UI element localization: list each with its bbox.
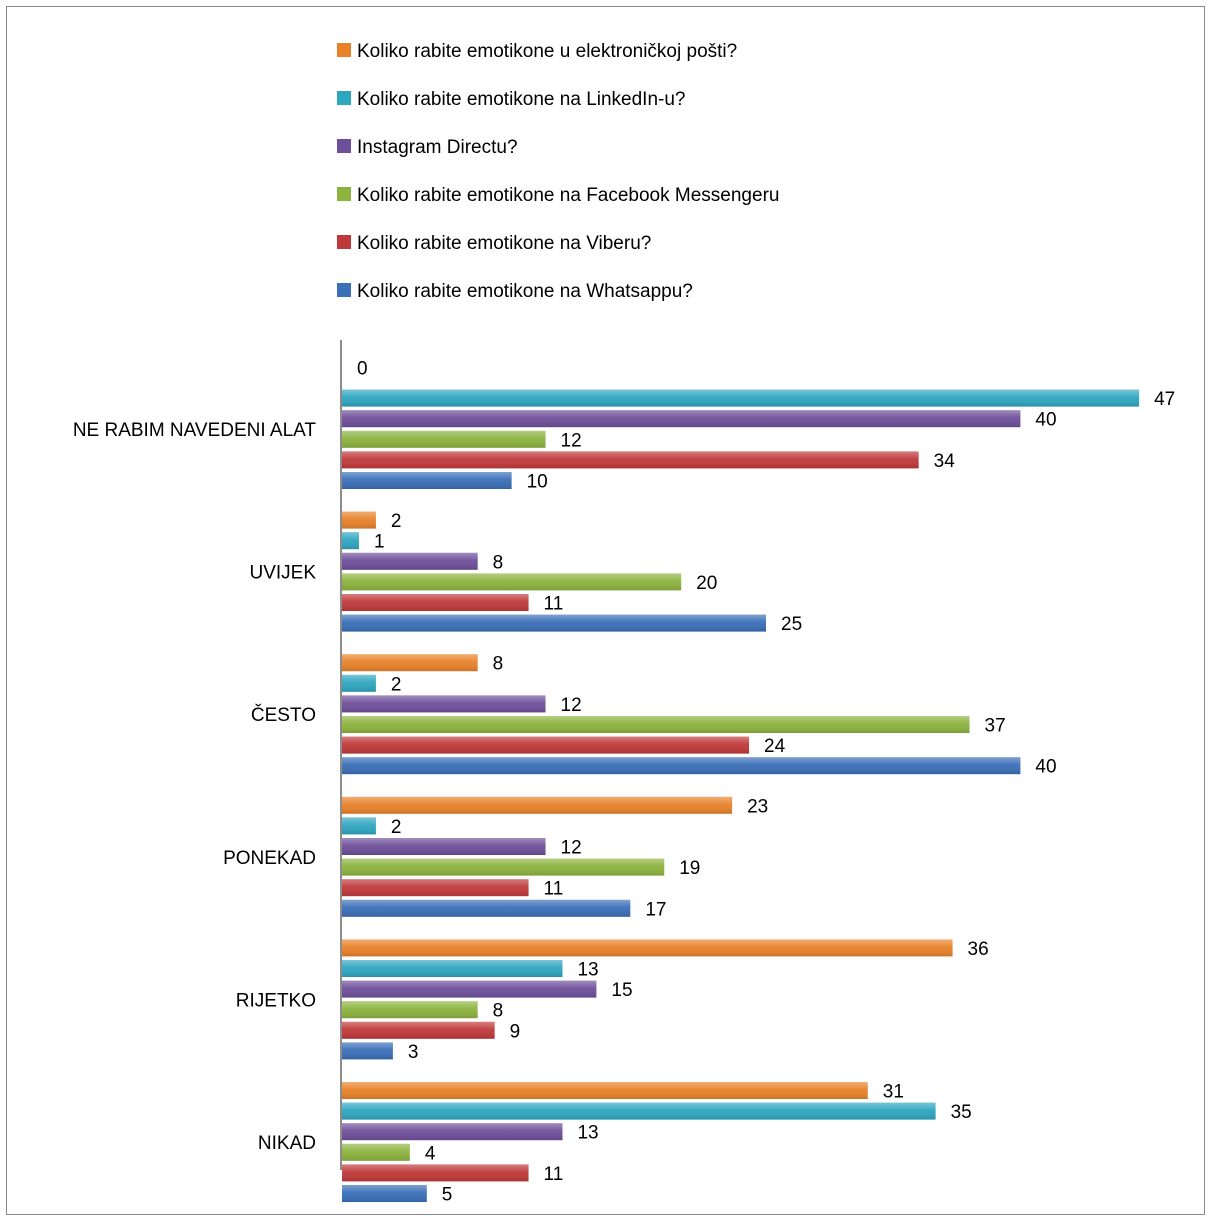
bar-highlight [342,858,665,876]
bar-highlight [342,736,750,754]
data-label: 17 [645,899,666,920]
data-label: 13 [577,1123,598,1144]
bar-highlight [342,472,512,489]
bar-highlight [342,1164,529,1182]
bar-highlight [342,716,970,733]
bar-highlight [342,879,529,897]
data-label: 40 [1035,757,1056,778]
bar-highlight [342,796,733,814]
data-label: 5 [442,1185,453,1206]
bar-highlight [342,899,631,917]
bar-highlight [342,838,546,855]
legend-label: Koliko rabite emotikone u elektroničkoj … [357,41,737,62]
category-label: PONEKAD [223,848,316,869]
data-label: 11 [544,594,564,615]
data-label: 24 [764,736,786,757]
bar-highlight [342,817,376,835]
data-label: 40 [1035,410,1056,431]
data-label: 8 [493,552,504,573]
legend-label: Koliko rabite emotikone na Whatsappu? [357,281,693,302]
bar-highlight [342,1143,410,1161]
plot-area: NE RABIM NAVEDENI ALAT04740123410UVIJEK2… [73,340,1175,1206]
category-label: UVIJEK [249,563,316,584]
bar-highlight [342,1021,495,1039]
bar-highlight [342,695,546,713]
data-label: 23 [747,796,768,817]
data-label: 20 [696,573,717,594]
bar-highlight [342,674,376,692]
data-label: 11 [544,879,564,900]
data-label: 31 [883,1082,904,1103]
legend-swatch [337,235,351,249]
data-label: 12 [561,838,582,859]
bar-highlight [342,594,529,611]
data-label: 34 [934,451,956,472]
bar-highlight [342,1042,393,1060]
legend: Koliko rabite emotikone u elektroničkoj … [337,41,779,302]
category-label: NE RABIM NAVEDENI ALAT [73,420,317,441]
legend-swatch [337,283,351,297]
data-label: 8 [493,654,504,675]
data-label: 37 [985,716,1006,737]
bar-highlight [342,552,478,570]
data-label: 36 [968,939,989,960]
category-label: NIKAD [258,1133,316,1154]
bar-highlight [342,532,359,550]
data-label: 19 [679,858,700,879]
data-label: 15 [611,980,632,1001]
data-label: 9 [510,1021,521,1042]
bar-highlight [342,614,766,632]
data-label: 35 [951,1102,972,1123]
data-label: 13 [577,960,598,981]
bar-highlight [342,757,1021,775]
data-label: 4 [425,1143,436,1164]
bar-highlight [342,511,376,529]
bar-highlight [342,1001,478,1019]
bar-highlight [342,451,919,469]
data-label: 12 [561,695,582,716]
bar-highlight [342,1102,936,1120]
data-label: 2 [391,511,402,532]
legend-swatch [337,187,351,201]
legend-swatch [337,139,351,153]
bar-highlight [342,410,1021,428]
bar-highlight [342,980,597,998]
data-label: 8 [493,1001,504,1022]
bar-highlight [342,573,682,591]
legend-swatch [337,91,351,105]
data-label: 1 [374,532,385,553]
data-label: 47 [1154,389,1175,410]
bar-highlight [342,654,478,672]
legend-swatch [337,43,351,57]
data-label: 3 [408,1042,419,1063]
bar-highlight [342,1123,563,1141]
data-label: 25 [781,614,802,635]
data-label: 0 [357,359,368,380]
bar-highlight [342,939,953,957]
bar-highlight [342,389,1140,407]
data-label: 2 [391,674,402,695]
bar-highlight [342,1185,427,1202]
data-label: 2 [391,817,402,838]
legend-label: Koliko rabite emotikone na Viberu? [357,233,651,254]
data-label: 10 [527,472,548,493]
data-label: 11 [544,1164,564,1185]
bar-highlight [342,430,546,448]
bar-highlight [342,1082,868,1099]
chart-frame [6,6,1205,1215]
legend-label: Koliko rabite emotikone na LinkedIn-u? [357,89,685,110]
legend-label: Koliko rabite emotikone na Facebook Mess… [357,185,779,206]
data-label: 12 [561,430,582,451]
category-label: RIJETKO [236,990,316,1011]
bar-highlight [342,960,563,977]
legend-label: Instagram Directu? [357,137,518,158]
category-label: ČESTO [251,704,316,726]
